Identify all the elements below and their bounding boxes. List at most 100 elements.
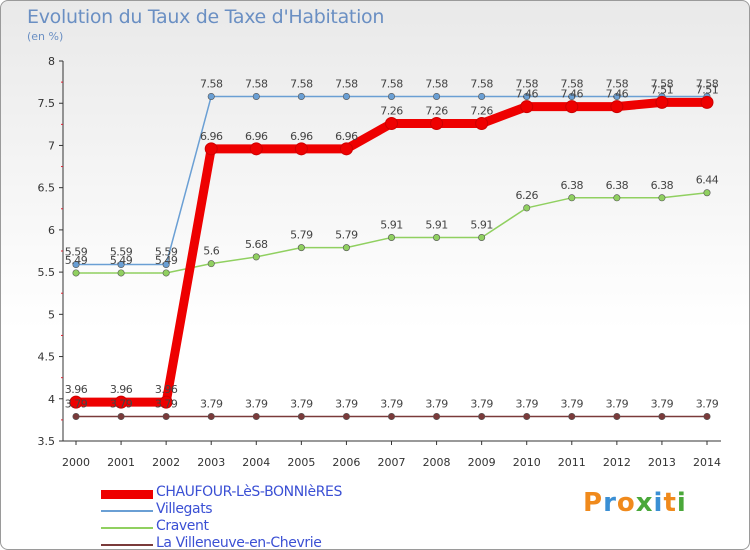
data-label: 3.79 xyxy=(65,398,88,411)
legend-label: La Villeneuve-en-Chevrie xyxy=(156,535,322,550)
data-label: 6.44 xyxy=(696,174,719,187)
data-point xyxy=(387,233,395,241)
x-tick-label: 2007 xyxy=(378,456,406,469)
data-label: 7.58 xyxy=(200,77,223,90)
data-label: 3.96 xyxy=(110,383,133,396)
y-axis-unit: (en %) xyxy=(27,30,64,43)
data-label: 3.79 xyxy=(425,398,448,411)
x-tick-label: 2004 xyxy=(242,456,270,469)
logo-letter: o xyxy=(616,488,636,518)
data-label: 5.59 xyxy=(110,246,133,259)
data-point xyxy=(703,413,711,421)
data-point xyxy=(658,194,666,202)
data-point xyxy=(613,194,621,202)
data-label: 7.58 xyxy=(425,77,448,90)
data-label: 7.58 xyxy=(651,77,674,90)
data-label: 7.58 xyxy=(606,77,629,90)
proxiti-logo: Proxiti xyxy=(583,488,687,518)
data-point xyxy=(297,413,305,421)
y-tick-label: 8 xyxy=(48,55,55,68)
data-label: 3.79 xyxy=(155,398,178,411)
data-label: 6.96 xyxy=(290,130,313,143)
legend-swatch xyxy=(101,527,153,529)
data-point xyxy=(69,395,83,409)
data-label: 7.46 xyxy=(561,88,584,101)
data-point xyxy=(703,189,711,197)
legend-swatch xyxy=(101,544,153,546)
data-point xyxy=(162,413,170,421)
data-point xyxy=(207,413,215,421)
data-point xyxy=(568,92,576,100)
data-label: 3.96 xyxy=(65,383,88,396)
data-point xyxy=(342,92,350,100)
data-label: 5.6 xyxy=(203,245,219,258)
data-label: 6.26 xyxy=(515,189,538,202)
data-point xyxy=(207,260,215,268)
data-point xyxy=(297,244,305,252)
data-label: 7.51 xyxy=(696,83,719,96)
data-label: 3.79 xyxy=(110,398,133,411)
data-point xyxy=(568,413,576,421)
data-label: 7.26 xyxy=(425,104,448,117)
data-label: 5.49 xyxy=(155,254,178,267)
data-label: 3.79 xyxy=(470,398,493,411)
data-label: 7.58 xyxy=(245,77,268,90)
data-point xyxy=(658,413,666,421)
data-point xyxy=(568,194,576,202)
y-tick-label: 4 xyxy=(48,393,55,406)
data-point xyxy=(523,92,531,100)
data-label: 6.38 xyxy=(606,179,629,192)
data-label: 6.96 xyxy=(200,130,223,143)
data-label: 7.46 xyxy=(515,88,538,101)
data-point xyxy=(430,116,444,130)
data-label: 5.91 xyxy=(380,218,403,231)
data-label: 7.26 xyxy=(380,104,403,117)
data-label: 7.58 xyxy=(380,77,403,90)
data-label: 5.68 xyxy=(245,238,268,251)
x-tick-label: 2014 xyxy=(693,456,721,469)
data-point xyxy=(342,413,350,421)
data-label: 6.38 xyxy=(561,179,584,192)
data-label: 7.58 xyxy=(290,77,313,90)
data-point xyxy=(159,395,173,409)
data-point xyxy=(117,413,125,421)
data-label: 5.59 xyxy=(65,246,88,259)
data-point xyxy=(162,261,170,269)
x-tick-label: 2008 xyxy=(423,456,451,469)
data-point xyxy=(204,142,218,156)
y-tick-label: 5.5 xyxy=(38,266,56,279)
data-point xyxy=(433,413,441,421)
data-label: 3.79 xyxy=(696,398,719,411)
data-labels-layer: 3.96 3.96 3.96 6.96 6.96 6.96 6.96 7.26 7.26 7.26… xyxy=(65,77,719,410)
data-label: 3.79 xyxy=(245,398,268,411)
legend-label: Cravent xyxy=(156,518,209,534)
data-point xyxy=(342,244,350,252)
data-label: 3.79 xyxy=(290,398,313,411)
y-tick-label: 6.5 xyxy=(38,182,56,195)
data-label: 6.96 xyxy=(335,130,358,143)
y-tick-label: 7.5 xyxy=(38,97,56,110)
data-point xyxy=(114,395,128,409)
data-point xyxy=(433,233,441,241)
data-label: 7.58 xyxy=(515,77,538,90)
logo-letter: t xyxy=(663,488,677,518)
x-tick-label: 2006 xyxy=(332,456,360,469)
series-layer xyxy=(69,92,714,421)
data-label: 3.79 xyxy=(606,398,629,411)
data-label: 7.58 xyxy=(696,77,719,90)
data-point xyxy=(613,92,621,100)
y-tick-label: 3.5 xyxy=(38,435,56,448)
data-label: 5.59 xyxy=(155,246,178,259)
logo-letter: i xyxy=(653,488,664,518)
data-point xyxy=(478,233,486,241)
data-point xyxy=(117,261,125,269)
x-tick-label: 2011 xyxy=(558,456,586,469)
data-point xyxy=(339,142,353,156)
chart-title: Evolution du Taux de Taxe d'Habitation xyxy=(27,6,385,28)
logo-letter: i xyxy=(676,488,687,518)
data-label: 3.79 xyxy=(200,398,223,411)
legend-entry: La Villeneuve-en-Chevrie xyxy=(101,535,461,550)
legend-entry: CHAUFOUR-LèS-BONNIèRES xyxy=(101,484,461,503)
